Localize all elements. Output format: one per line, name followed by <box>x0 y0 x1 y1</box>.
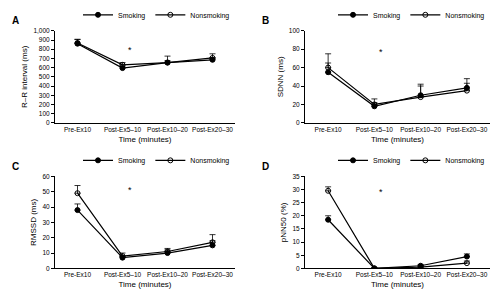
svg-text:400: 400 <box>39 82 50 89</box>
svg-text:Post-Ex20–30: Post-Ex20–30 <box>192 126 233 133</box>
svg-text:800: 800 <box>39 45 50 52</box>
svg-text:30: 30 <box>292 186 300 193</box>
svg-text:Pre-Ex10: Pre-Ex10 <box>315 271 342 278</box>
svg-text:*: * <box>128 185 132 195</box>
svg-text:40: 40 <box>42 203 50 210</box>
svg-text:R–R interval (ms): R–R interval (ms) <box>20 45 29 108</box>
svg-text:Post-Ex10–20: Post-Ex10–20 <box>147 126 188 133</box>
svg-text:Post-Ex5–10: Post-Ex5–10 <box>356 126 394 133</box>
svg-text:600: 600 <box>39 64 50 71</box>
svg-text:0: 0 <box>296 119 300 126</box>
svg-text:60: 60 <box>292 64 300 71</box>
svg-text:Post-Ex10–20: Post-Ex10–20 <box>147 271 188 278</box>
svg-text:Time (minutes): Time (minutes) <box>371 135 424 144</box>
svg-text:20: 20 <box>292 212 300 219</box>
svg-text:100: 100 <box>289 27 300 34</box>
svg-text:Post-Ex20–30: Post-Ex20–30 <box>446 271 487 278</box>
svg-text:*: * <box>128 45 132 55</box>
svg-text:10: 10 <box>42 249 50 256</box>
svg-text:pNN50 (%): pNN50 (%) <box>279 202 288 242</box>
svg-text:SDNN (ms): SDNN (ms) <box>276 56 285 97</box>
svg-text:Nonsmoking: Nonsmoking <box>445 157 484 165</box>
svg-text:300: 300 <box>39 92 50 99</box>
svg-text:Time (minutes): Time (minutes) <box>371 280 424 289</box>
svg-text:B: B <box>262 15 269 26</box>
svg-text:35: 35 <box>292 173 300 180</box>
svg-text:D: D <box>262 161 269 172</box>
svg-text:Time (minutes): Time (minutes) <box>118 135 171 144</box>
svg-text:0: 0 <box>296 265 300 272</box>
svg-text:20: 20 <box>42 234 50 241</box>
svg-text:Smoking: Smoking <box>118 157 145 165</box>
svg-text:30: 30 <box>42 219 50 226</box>
svg-text:Smoking: Smoking <box>373 12 400 20</box>
svg-text:5: 5 <box>296 252 300 259</box>
svg-text:Smoking: Smoking <box>118 12 145 20</box>
svg-text:200: 200 <box>39 101 50 108</box>
svg-text:900: 900 <box>39 36 50 43</box>
svg-text:C: C <box>12 161 19 172</box>
svg-text:Pre-Ex10: Pre-Ex10 <box>64 126 91 133</box>
svg-text:Nonsmoking: Nonsmoking <box>190 157 229 165</box>
svg-text:Post-Ex10–20: Post-Ex10–20 <box>400 271 441 278</box>
svg-text:80: 80 <box>292 45 300 52</box>
svg-text:20: 20 <box>292 101 300 108</box>
svg-text:Post-Ex10–20: Post-Ex10–20 <box>400 126 441 133</box>
svg-text:25: 25 <box>292 199 300 206</box>
svg-text:Post-Ex5–10: Post-Ex5–10 <box>104 126 142 133</box>
svg-text:*: * <box>379 47 383 57</box>
svg-text:Nonsmoking: Nonsmoking <box>190 12 229 20</box>
svg-text:1,000: 1,000 <box>33 27 50 34</box>
svg-text:60: 60 <box>42 173 50 180</box>
svg-text:Post-Ex20–30: Post-Ex20–30 <box>192 271 233 278</box>
svg-text:700: 700 <box>39 55 50 62</box>
svg-text:Nonsmoking: Nonsmoking <box>445 12 484 20</box>
svg-text:Post-Ex5–10: Post-Ex5–10 <box>104 271 142 278</box>
svg-text:15: 15 <box>292 225 300 232</box>
svg-text:Pre-Ex10: Pre-Ex10 <box>64 271 91 278</box>
svg-text:0: 0 <box>46 119 50 126</box>
svg-text:Pre-Ex10: Pre-Ex10 <box>315 126 342 133</box>
svg-text:10: 10 <box>292 238 300 245</box>
svg-text:Smoking: Smoking <box>373 157 400 165</box>
svg-text:Post-Ex20–30: Post-Ex20–30 <box>446 126 487 133</box>
svg-text:*: * <box>379 187 383 197</box>
svg-text:0: 0 <box>46 265 50 272</box>
svg-text:50: 50 <box>42 188 50 195</box>
svg-text:A: A <box>12 15 19 26</box>
svg-text:Post-Ex5–10: Post-Ex5–10 <box>356 271 394 278</box>
svg-text:Time (minutes): Time (minutes) <box>118 280 171 289</box>
svg-text:500: 500 <box>39 73 50 80</box>
svg-text:RMSSD (ms): RMSSD (ms) <box>29 198 38 245</box>
svg-text:100: 100 <box>39 110 50 117</box>
svg-text:40: 40 <box>292 82 300 89</box>
